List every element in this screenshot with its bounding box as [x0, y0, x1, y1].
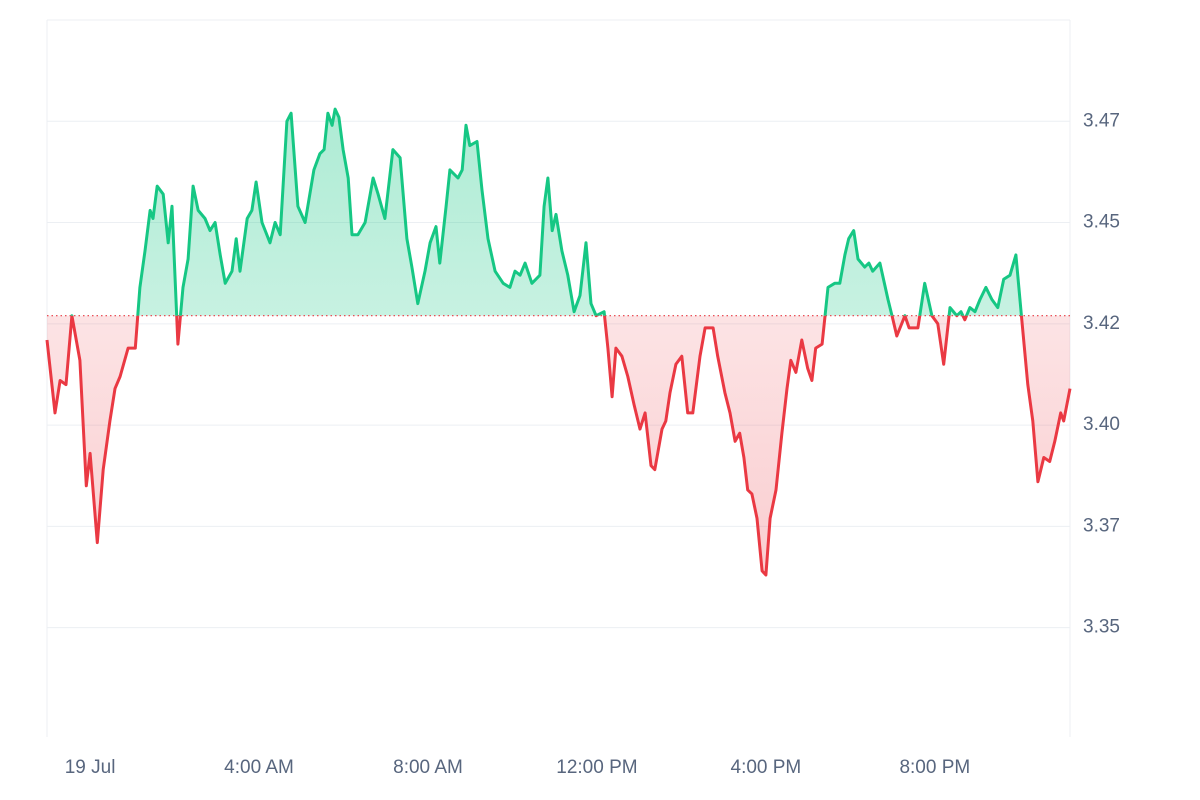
x-tick-label: 19 Jul: [65, 757, 116, 778]
price-line-down: [45, 315, 1072, 577]
area-up: [71, 109, 1022, 316]
area-down: [47, 315, 1070, 575]
y-tick-label: 3.45: [1083, 212, 1120, 233]
y-tick-label: 3.37: [1083, 515, 1120, 536]
x-tick-label: 4:00 AM: [224, 757, 294, 778]
y-tick-label: 3.35: [1083, 617, 1120, 638]
x-tick-label: 4:00 PM: [731, 757, 802, 778]
y-tick-label: 3.40: [1083, 414, 1120, 435]
x-tick-label: 8:00 AM: [393, 757, 463, 778]
price-line-up: [70, 107, 1023, 316]
x-tick-label: 8:00 PM: [899, 757, 970, 778]
x-tick-label: 12:00 PM: [556, 757, 637, 778]
y-tick-label: 3.42: [1083, 313, 1120, 334]
y-tick-label: 3.47: [1083, 110, 1120, 131]
